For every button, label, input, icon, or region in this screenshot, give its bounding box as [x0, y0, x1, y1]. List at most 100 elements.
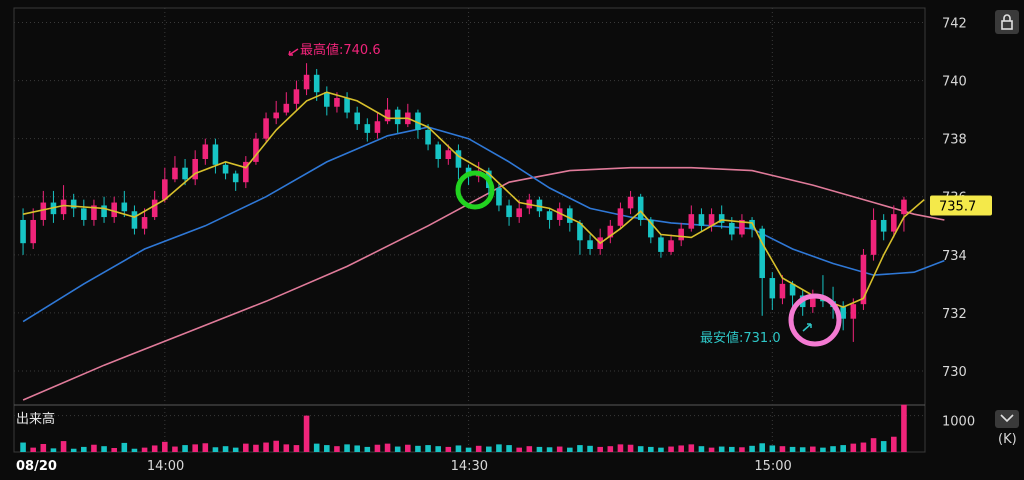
candle — [708, 208, 715, 232]
volume-bar — [293, 445, 300, 452]
candle — [192, 150, 198, 186]
candle — [445, 144, 452, 165]
volume-bar — [648, 446, 654, 452]
candle-body — [536, 199, 543, 212]
candle — [435, 141, 441, 168]
candle — [313, 68, 320, 101]
volume-bar — [101, 446, 107, 452]
candle-body — [435, 144, 441, 159]
candle — [779, 275, 786, 305]
volume-bar — [536, 446, 543, 452]
candles — [20, 63, 907, 342]
ma-long-line-group — [22, 166, 945, 401]
candle — [364, 118, 371, 142]
price-tick-label: 740 — [942, 75, 967, 90]
candle-body — [648, 219, 654, 238]
volume-bar — [243, 443, 249, 452]
candle-body — [850, 304, 857, 319]
volume-bar — [283, 444, 290, 452]
volume-bar — [880, 441, 887, 452]
candle-body — [232, 173, 239, 183]
lock-button[interactable] — [995, 10, 1019, 34]
green-circle-marker — [455, 170, 495, 210]
candle — [789, 280, 796, 308]
candle-body — [222, 164, 229, 174]
volume-bar — [850, 443, 857, 452]
candle — [769, 272, 776, 310]
volume-bar — [556, 446, 563, 452]
volume-bar — [384, 443, 391, 452]
candle-body — [445, 150, 452, 159]
candle — [202, 138, 209, 165]
time-tick-label: 14:30 — [451, 459, 488, 474]
volume-bar — [526, 446, 533, 452]
volume-bar — [810, 446, 816, 452]
candle — [172, 156, 178, 183]
candle — [405, 103, 411, 128]
volume-bar — [627, 444, 634, 452]
volume-bar — [891, 436, 897, 452]
candle-body — [678, 228, 684, 241]
candle — [810, 289, 816, 313]
volume-tick-label: 1000 — [942, 415, 975, 430]
candle-body — [172, 167, 178, 180]
candle-body — [384, 109, 391, 122]
candle — [506, 199, 512, 226]
ma-short-line-group — [22, 91, 925, 308]
candle-body — [354, 112, 360, 125]
volume-bar — [141, 447, 148, 452]
high-arrow-icon — [288, 48, 299, 56]
candle — [243, 156, 249, 189]
last-price-value: 735.7 — [939, 199, 976, 214]
volume-bar — [364, 446, 371, 452]
volume-bar — [81, 446, 87, 452]
candle-body — [708, 214, 715, 226]
candle-body — [151, 199, 158, 218]
candle — [546, 208, 553, 229]
candle — [111, 196, 117, 223]
volume-bar — [637, 446, 644, 452]
candle — [840, 301, 846, 331]
candle-body — [891, 214, 897, 232]
candle-body — [546, 211, 553, 220]
volume-bar — [212, 447, 219, 452]
candle-body — [344, 98, 350, 113]
candle — [637, 193, 644, 226]
candle — [820, 275, 826, 308]
candle — [212, 138, 219, 174]
volume-bar — [587, 445, 593, 452]
candle-body — [627, 196, 634, 209]
candle — [354, 106, 360, 130]
high-label: 最高値:740.6 — [300, 42, 381, 58]
candle-body — [334, 98, 340, 107]
volume-bar — [324, 445, 330, 452]
volume-bar — [263, 442, 269, 452]
volume-bar — [678, 445, 684, 452]
candle — [870, 208, 877, 261]
volume-collapse-button[interactable] — [995, 410, 1019, 428]
price-tick-label: 730 — [942, 365, 967, 380]
candle-body — [870, 219, 877, 255]
candle — [668, 234, 674, 255]
candle — [648, 217, 654, 244]
volume-bar — [567, 447, 573, 452]
candle — [273, 100, 279, 125]
candle — [688, 205, 695, 232]
volume-bar — [20, 442, 26, 452]
volume-axis: 1000 — [942, 415, 975, 430]
candle — [891, 205, 897, 238]
candle — [20, 208, 26, 255]
candle-body — [141, 217, 148, 229]
volume-bar — [759, 443, 765, 452]
candle-body — [202, 144, 209, 159]
low-arrow-icon — [802, 323, 812, 332]
candle — [162, 167, 168, 203]
plot-frame — [13, 7, 926, 453]
ma-mid-line-group — [22, 126, 945, 323]
candle — [496, 182, 502, 212]
volume-bar — [354, 445, 360, 452]
candle-body — [506, 205, 512, 218]
volume-bar — [445, 446, 452, 452]
candle-body — [111, 202, 117, 218]
candle — [425, 124, 431, 151]
